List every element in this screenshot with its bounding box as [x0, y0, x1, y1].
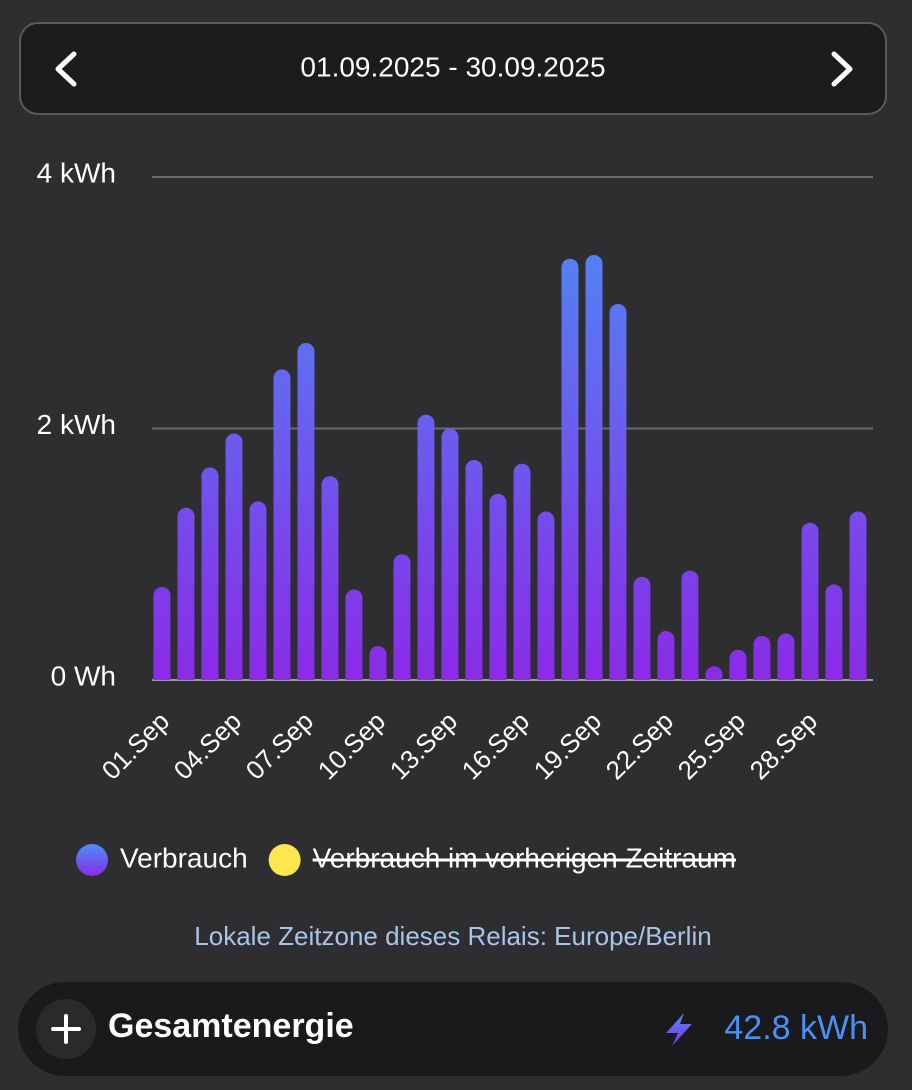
bar: [369, 646, 387, 680]
bar: [177, 507, 195, 680]
bar: [849, 511, 867, 680]
bar: [777, 633, 795, 680]
bar: [225, 433, 243, 680]
bar: [609, 304, 627, 680]
y-tick-label: 0 Wh: [51, 660, 116, 691]
bar: [345, 589, 363, 680]
y-tick-label: 2 kWh: [37, 409, 116, 440]
bar: [441, 428, 459, 680]
legend-label: Verbrauch im vorherigen Zeitraum: [313, 842, 736, 873]
plus-icon: [51, 1014, 81, 1044]
total-bar: [18, 982, 888, 1076]
bolt-icon: [666, 1013, 692, 1046]
bar: [321, 476, 339, 680]
bar: [417, 414, 435, 680]
bar: [297, 342, 315, 680]
bar: [393, 554, 411, 680]
bar: [705, 666, 723, 680]
bar: [657, 630, 675, 680]
bar: [825, 584, 843, 680]
legend-swatch: [268, 844, 301, 876]
date-range: 01.09.2025 - 30.09.2025: [300, 51, 605, 82]
bar: [633, 576, 651, 680]
bar: [465, 459, 483, 680]
bar: [273, 369, 291, 680]
bar: [153, 586, 171, 680]
bar: [489, 493, 507, 680]
bar: [201, 467, 219, 680]
prev-button[interactable]: [55, 51, 77, 87]
bar: [681, 570, 699, 680]
legend-swatch: [76, 844, 108, 876]
bar: [561, 258, 579, 680]
bar: [585, 254, 603, 680]
bar: [249, 501, 267, 680]
next-button[interactable]: [831, 51, 853, 87]
bar: [729, 649, 747, 680]
bar: [753, 635, 771, 680]
date-picker: [19, 22, 887, 115]
bar: [513, 463, 531, 680]
total-value: 42.8 kWh: [724, 1009, 868, 1047]
legend-label: Verbrauch: [120, 842, 248, 873]
y-tick-label: 4 kWh: [37, 157, 116, 188]
bar: [801, 522, 819, 680]
bar: [537, 511, 555, 680]
timezone-note: Lokale Zeitzone dieses Relais: Europe/Be…: [194, 921, 711, 951]
total-label: Gesamtenergie: [108, 1007, 354, 1045]
